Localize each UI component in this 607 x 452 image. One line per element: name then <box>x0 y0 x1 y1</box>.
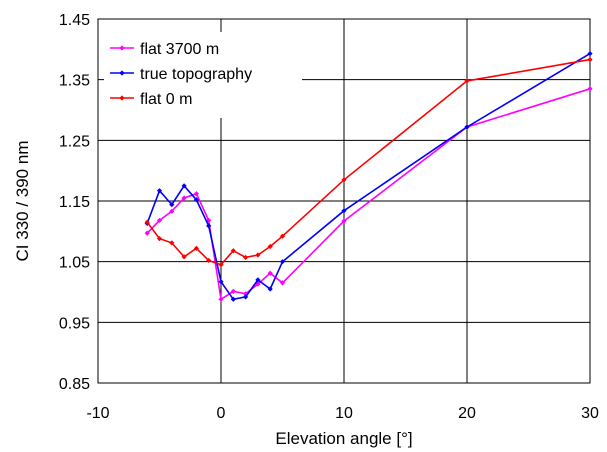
data-point-flat-3700-m <box>144 230 150 236</box>
x-tick-label: 20 <box>458 405 476 422</box>
data-point-true-topography <box>218 279 224 285</box>
data-point-flat-0-m <box>156 236 163 242</box>
data-point-flat-0-m <box>279 233 286 239</box>
data-point-true-topography <box>341 208 347 214</box>
y-tick-label: 1.15 <box>59 194 90 211</box>
y-tick-label: 1.45 <box>59 12 90 29</box>
y-tick-label: 0.95 <box>59 315 90 332</box>
legend-box <box>104 32 302 118</box>
data-point-flat-0-m <box>230 248 236 254</box>
data-point-flat-0-m <box>464 78 470 84</box>
data-point-flat-3700-m <box>230 288 236 294</box>
data-point-flat-0-m <box>193 245 199 251</box>
y-axis-label: CI 330 / 390 nm <box>13 141 32 262</box>
data-point-flat-0-m <box>169 240 175 246</box>
legend-marker-flat-0-m <box>119 95 125 101</box>
data-point-flat-0-m <box>267 243 273 250</box>
data-point-flat-3700-m <box>587 86 593 92</box>
series-lines <box>144 50 593 302</box>
legend-label-true-topography: true topography <box>140 66 252 83</box>
data-point-flat-0-m <box>341 177 347 183</box>
x-axis-label: Elevation angle [°] <box>275 429 412 448</box>
data-point-flat-3700-m <box>169 208 175 214</box>
legend-label-flat-0-m: flat 0 m <box>140 91 192 108</box>
data-point-flat-3700-m <box>181 195 187 201</box>
legend-marker-flat-3700-m <box>119 45 125 51</box>
data-point-flat-3700-m <box>341 218 347 224</box>
data-point-true-topography <box>156 188 163 194</box>
x-tick-label: 10 <box>335 405 353 422</box>
x-tick-label: -10 <box>86 405 109 422</box>
data-point-flat-0-m <box>587 57 593 63</box>
data-point-true-topography <box>230 296 236 302</box>
data-point-flat-3700-m <box>279 280 286 286</box>
y-tick-label: 1.05 <box>59 255 90 272</box>
data-point-true-topography <box>206 223 212 229</box>
data-point-true-topography <box>587 50 593 57</box>
data-point-flat-3700-m <box>193 191 199 197</box>
data-point-flat-0-m <box>218 262 224 268</box>
data-point-flat-0-m <box>144 219 150 225</box>
x-tick-label: 0 <box>217 405 226 422</box>
data-point-true-topography <box>464 124 470 130</box>
x-tick-label: 30 <box>581 405 599 422</box>
data-point-true-topography <box>267 286 273 292</box>
data-point-true-topography <box>255 277 261 283</box>
data-point-flat-0-m <box>243 254 249 261</box>
data-point-true-topography <box>193 197 199 203</box>
y-tick-label: 0.85 <box>59 376 90 393</box>
legend-marker-true-topography <box>119 70 125 76</box>
legend-label-flat-3700-m: flat 3700 m <box>140 41 219 58</box>
legend: flat 3700 m true topography flat 0 m <box>104 32 302 118</box>
data-point-flat-0-m <box>181 254 187 260</box>
data-point-flat-3700-m <box>218 296 224 302</box>
data-point-flat-3700-m <box>156 217 163 224</box>
data-point-flat-0-m <box>206 257 212 264</box>
x-tick-labels: -10 0 10 20 30 <box>86 405 599 422</box>
y-tick-labels: 0.85 0.95 1.05 1.15 1.25 1.35 1.45 <box>59 12 90 393</box>
y-tick-label: 1.35 <box>59 73 90 90</box>
data-point-true-topography <box>279 259 286 265</box>
data-point-flat-3700-m <box>267 270 273 276</box>
data-point-true-topography <box>181 183 187 189</box>
data-point-flat-0-m <box>255 252 261 258</box>
data-point-true-topography <box>243 294 249 300</box>
y-tick-label: 1.25 <box>59 133 90 150</box>
data-point-true-topography <box>169 202 175 208</box>
